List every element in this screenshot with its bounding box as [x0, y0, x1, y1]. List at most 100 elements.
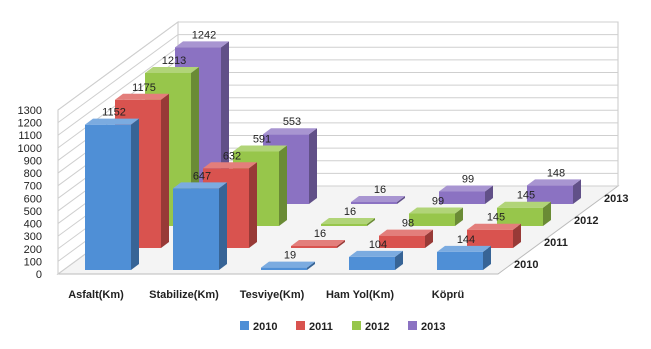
y-tick-label: 800	[24, 168, 42, 180]
bar-side	[543, 201, 551, 226]
x-axis: Asfalt(Km) Stabilize(Km) Tesviye(Km) Ham Yo…	[68, 289, 464, 301]
legend-label: 2010	[253, 321, 277, 333]
y-tick-label: 1300	[18, 105, 42, 117]
legend: 2010 2011 2012 2013	[240, 321, 445, 333]
gridline	[57, 21, 618, 111]
x-tick-label: Asfalt(Km)	[68, 289, 124, 301]
bar-top	[379, 229, 433, 236]
depth-label: 2011	[544, 237, 568, 249]
y-axis: 0100200300400500600700800900100011001200…	[18, 105, 42, 281]
bar-top	[409, 207, 463, 214]
bar-top	[439, 185, 493, 192]
bar	[437, 251, 483, 270]
legend-swatch	[240, 321, 249, 330]
bar-top	[175, 41, 229, 48]
data-label: 144	[457, 234, 475, 246]
bar-top	[527, 179, 581, 186]
data-label: 99	[432, 196, 444, 208]
bar	[467, 229, 513, 248]
depth-label: 2013	[604, 193, 628, 205]
bar-side	[397, 195, 405, 204]
data-label: 553	[283, 116, 301, 128]
bar-side	[513, 223, 521, 248]
bar-side	[367, 217, 375, 226]
bar-side	[337, 239, 345, 248]
bar	[85, 124, 131, 270]
y-tick-label: 900	[24, 155, 42, 167]
bar	[349, 256, 395, 270]
bar-top	[233, 145, 287, 152]
data-label: 16	[314, 228, 326, 240]
bar-side	[573, 179, 581, 204]
data-label: 1175	[132, 82, 156, 94]
depth-axis: 2010 2011 2012 2013	[514, 193, 628, 271]
data-label: 19	[284, 250, 296, 262]
y-tick-label: 0	[36, 269, 42, 281]
data-label: 145	[487, 212, 505, 224]
bar-top	[261, 261, 315, 268]
bar-side	[483, 245, 491, 270]
y-tick-label: 400	[24, 219, 42, 231]
data-label: 1152	[102, 107, 126, 119]
bar	[409, 213, 455, 226]
bar	[261, 267, 307, 270]
y-tick-label: 200	[24, 244, 42, 256]
legend-label: 2013	[421, 321, 445, 333]
depth-label: 2010	[514, 259, 538, 271]
legend-swatch	[408, 321, 417, 330]
y-tick-label: 700	[24, 181, 42, 193]
bar	[321, 223, 367, 226]
bar-top	[203, 162, 257, 169]
bar-top	[467, 223, 521, 230]
bar-top	[497, 201, 551, 208]
data-labels: 1242 553 16 99 148 1213 591 16 99 145 1175 632 16 98 1…	[102, 29, 565, 261]
data-label: 1242	[192, 29, 216, 41]
bar	[351, 201, 397, 204]
bar-top	[173, 182, 227, 189]
bar-top	[351, 195, 405, 202]
bars	[85, 41, 581, 270]
data-label: 104	[369, 239, 387, 251]
legend-label: 2011	[309, 321, 333, 333]
data-label: 16	[344, 206, 356, 218]
y-tick-label: 500	[24, 206, 42, 218]
bar-side	[307, 261, 315, 270]
bar	[439, 191, 485, 204]
bar-top	[321, 217, 375, 224]
bar-top	[349, 250, 403, 257]
bar-side	[455, 207, 463, 226]
bar-top	[263, 128, 317, 135]
bar-top	[115, 93, 169, 100]
bar-top	[291, 239, 345, 246]
data-label: 148	[547, 167, 565, 179]
x-tick-label: Köprü	[432, 289, 464, 301]
data-label: 591	[253, 133, 271, 145]
data-label: 145	[517, 190, 535, 202]
bar-side	[425, 229, 433, 248]
legend-swatch	[352, 321, 361, 330]
bar-top	[437, 245, 491, 252]
y-tick-label: 600	[24, 193, 42, 205]
bar-top	[145, 66, 199, 73]
bar	[527, 185, 573, 204]
y-tick-label: 1200	[18, 118, 42, 130]
y-tick-label: 300	[24, 231, 42, 243]
bar-top	[85, 118, 139, 125]
bar	[291, 245, 337, 248]
bar	[497, 207, 543, 226]
bar-side	[485, 185, 493, 204]
x-tick-label: Ham Yol(Km)	[326, 289, 394, 301]
bar	[173, 188, 219, 270]
y-tick-label: 1100	[18, 130, 42, 142]
bar-side	[249, 162, 257, 248]
y-tick-label: 1000	[18, 143, 42, 155]
data-label: 99	[462, 174, 474, 186]
bar-side	[309, 128, 317, 204]
depth-label: 2012	[574, 215, 598, 227]
bar-side	[161, 93, 169, 249]
data-label: 632	[223, 150, 241, 162]
x-tick-label: Stabilize(Km)	[149, 289, 219, 301]
legend-label: 2012	[365, 321, 389, 333]
data-label: 1213	[162, 55, 186, 67]
